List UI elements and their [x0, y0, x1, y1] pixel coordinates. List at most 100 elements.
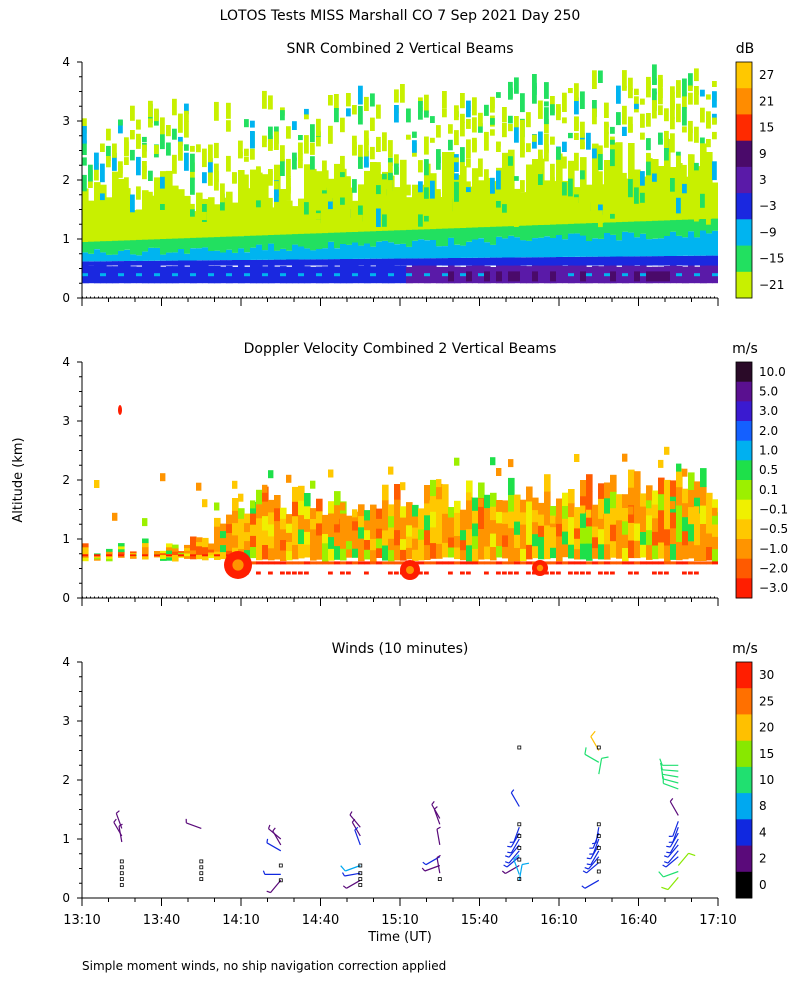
wind-barb	[669, 838, 679, 854]
snr-cell	[442, 213, 449, 246]
colorbar-swatch	[736, 688, 752, 715]
velocity-cell	[604, 528, 611, 545]
snr-cell	[268, 197, 273, 213]
snr-cell	[118, 216, 123, 227]
velocity-cell	[370, 515, 377, 528]
velocity-cell	[514, 521, 521, 535]
velocity-cell	[688, 472, 695, 490]
wind-barb	[113, 818, 117, 823]
snr-cell	[256, 191, 261, 201]
velocity-cell	[106, 551, 113, 555]
snr-cell	[388, 171, 393, 191]
velocity-cell	[532, 521, 539, 535]
velocity-cell	[244, 549, 251, 560]
snr-cell	[604, 102, 609, 118]
snr-cell	[388, 157, 393, 166]
snr-cell	[274, 181, 279, 195]
snr-cell	[418, 160, 423, 173]
velocity-cell	[94, 480, 100, 488]
snr-cell	[580, 157, 587, 224]
velocity-cell	[610, 507, 617, 525]
snr-cell	[232, 202, 239, 237]
velocity-cell	[340, 571, 345, 575]
velocity-colorbar-unit: m/s	[732, 341, 758, 357]
snr-cell	[316, 219, 321, 226]
snr-cell	[370, 163, 375, 180]
velocity-cell	[322, 542, 329, 553]
wind-barb	[677, 852, 690, 866]
colorbar-label: −0.1	[759, 503, 788, 517]
snr-cell	[700, 143, 705, 153]
snr-cell	[226, 155, 231, 172]
snr-cell	[298, 198, 305, 234]
colorbar-label: 15	[759, 747, 774, 761]
velocity-cell	[556, 535, 563, 549]
velocity-cell	[706, 533, 713, 547]
snr-cell	[412, 258, 419, 266]
snr-cell	[268, 243, 275, 260]
velocity-cell	[82, 554, 88, 557]
velocity-cell	[292, 544, 299, 560]
velocity-cell	[658, 571, 663, 575]
velocity-cell	[496, 571, 501, 575]
snr-cell	[454, 154, 459, 172]
snr-cell	[616, 112, 621, 126]
snr-cell	[508, 271, 515, 282]
snr-cell	[712, 255, 718, 266]
snr-cell	[688, 196, 693, 214]
snr-cell	[328, 125, 333, 144]
snr-cell	[562, 92, 567, 112]
snr-cell	[334, 273, 341, 277]
velocity-cell	[442, 561, 449, 565]
velocity-cell	[622, 534, 629, 548]
snr-cell	[478, 273, 485, 277]
snr-cell	[640, 218, 647, 234]
velocity-cell	[520, 524, 527, 537]
snr-cell	[262, 273, 269, 277]
velocity-cell	[142, 538, 149, 544]
colorbar-swatch	[736, 460, 752, 481]
snr-cell	[616, 171, 621, 180]
snr-cell	[82, 140, 87, 155]
snr-cell	[148, 118, 153, 128]
snr-cell	[598, 218, 605, 239]
snr-cell	[124, 177, 129, 193]
velocity-cell	[178, 551, 185, 553]
snr-cell	[670, 167, 677, 221]
snr-cell	[634, 103, 639, 110]
velocity-cell	[202, 546, 209, 552]
snr-cell	[646, 161, 651, 176]
velocity-cell	[226, 532, 233, 542]
velocity-cell	[418, 518, 425, 530]
snr-cell	[676, 155, 681, 170]
snr-cell	[94, 182, 101, 242]
snr-cell	[82, 174, 87, 192]
calm-marker	[119, 865, 124, 870]
velocity-cell	[244, 531, 251, 542]
velocity-cell	[508, 477, 515, 495]
velocity-cell	[460, 509, 467, 521]
snr-cell	[358, 228, 365, 246]
velocity-cell	[688, 561, 695, 565]
snr-cell	[388, 162, 393, 172]
velocity-cell	[688, 540, 695, 559]
snr-cell	[454, 216, 461, 245]
colorbar-frame	[735, 661, 753, 899]
snr-cell	[706, 233, 713, 256]
velocity-cell	[646, 500, 652, 509]
snr-cell	[112, 171, 119, 241]
snr-cell	[514, 116, 519, 128]
velocity-cell	[550, 526, 557, 538]
snr-cell	[586, 198, 591, 215]
velocity-cell	[304, 571, 309, 575]
velocity-cell	[490, 457, 496, 466]
snr-cell	[478, 123, 483, 133]
snr-cell	[634, 237, 641, 257]
snr-cell	[310, 223, 317, 251]
velocity-cell	[688, 515, 694, 524]
velocity-cell	[154, 553, 161, 556]
velocity-cell	[634, 505, 641, 524]
snr-cell	[556, 216, 561, 222]
snr-cell	[376, 223, 383, 242]
snr-cell	[382, 264, 389, 284]
